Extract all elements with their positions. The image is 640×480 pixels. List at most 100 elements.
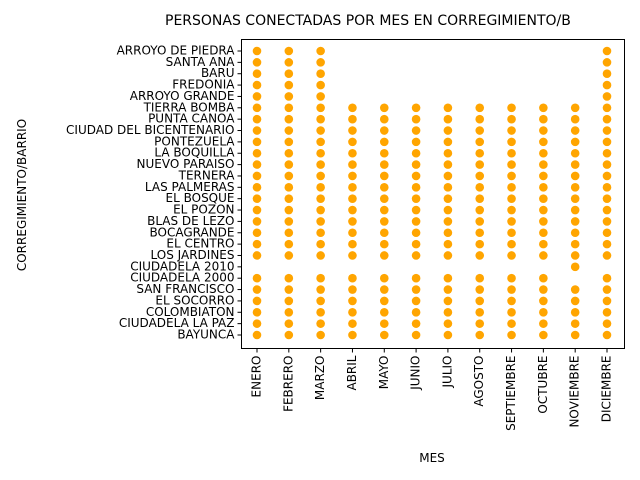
point: [539, 114, 548, 124]
point: [443, 307, 453, 317]
point: [379, 239, 389, 249]
point: [570, 160, 580, 169]
point: [316, 319, 325, 328]
y-tick-label: CIUDADELA 2010: [130, 259, 234, 273]
point: [602, 319, 612, 328]
point: [252, 239, 262, 249]
point: [252, 296, 262, 306]
point: [602, 217, 612, 226]
point: [507, 251, 516, 260]
point: [379, 205, 389, 215]
y-tick-label: SAN FRANCISCO: [136, 282, 234, 296]
y-tick-label: PONTEZUELA: [154, 134, 235, 148]
point: [539, 148, 548, 158]
y-tick-label: LA BOQUILLA: [154, 146, 235, 160]
y-tick-label: BAYUNCA: [177, 328, 235, 342]
point: [443, 319, 453, 328]
point: [284, 183, 294, 192]
point: [284, 103, 294, 113]
point: [348, 137, 357, 147]
point: [316, 92, 325, 101]
point: [348, 171, 357, 181]
point: [348, 296, 357, 306]
point: [411, 126, 421, 135]
point: [539, 160, 548, 169]
point: [539, 330, 548, 340]
point: [539, 103, 548, 113]
x-tick-label: ENERO: [250, 356, 264, 398]
point: [507, 239, 516, 249]
x-tick-label: NOVIEMBRE: [568, 356, 582, 428]
point: [252, 205, 262, 215]
point: [411, 103, 421, 113]
point: [284, 171, 294, 181]
point: [316, 80, 325, 90]
point: [348, 330, 357, 340]
point: [443, 205, 453, 215]
point: [252, 69, 262, 79]
point: [443, 103, 453, 113]
point: [316, 296, 325, 306]
point: [379, 114, 389, 124]
point: [602, 183, 612, 192]
point: [284, 273, 294, 283]
point: [602, 46, 612, 56]
point: [316, 239, 325, 249]
point: [411, 285, 421, 294]
point: [284, 296, 294, 306]
point: [411, 160, 421, 169]
point: [602, 239, 612, 249]
point: [475, 103, 485, 113]
point: [539, 296, 548, 306]
point: [348, 217, 357, 226]
point: [507, 126, 516, 135]
point: [602, 103, 612, 113]
point: [252, 285, 262, 294]
y-axis-label: CORREGIMIENTO/BARRIO: [15, 119, 29, 271]
point: [316, 285, 325, 294]
point: [570, 217, 580, 226]
point: [411, 205, 421, 215]
point: [316, 273, 325, 283]
point: [252, 251, 262, 260]
point: [316, 217, 325, 226]
point: [379, 285, 389, 294]
point: [284, 205, 294, 215]
point: [602, 58, 612, 67]
point: [475, 251, 485, 260]
point: [252, 183, 262, 192]
point: [443, 126, 453, 135]
point: [252, 330, 262, 340]
x-tick-label: DICIEMBRE: [600, 356, 614, 423]
point: [411, 183, 421, 192]
point: [252, 126, 262, 135]
point: [348, 148, 357, 158]
point: [507, 217, 516, 226]
point: [570, 148, 580, 158]
point: [570, 251, 580, 260]
point: [602, 148, 612, 158]
point: [284, 80, 294, 90]
point: [411, 194, 421, 203]
y-tick-label: EL POZON: [173, 203, 234, 217]
point: [539, 183, 548, 192]
point: [539, 228, 548, 238]
point: [475, 330, 485, 340]
point: [284, 307, 294, 317]
point: [316, 205, 325, 215]
point: [443, 114, 453, 124]
point: [348, 126, 357, 135]
point: [284, 319, 294, 328]
y-tick-label: SANTA ANA: [166, 55, 236, 69]
point: [348, 103, 357, 113]
point: [252, 319, 262, 328]
point: [379, 148, 389, 158]
point: [602, 228, 612, 238]
point: [411, 307, 421, 317]
point: [443, 171, 453, 181]
point: [411, 273, 421, 283]
point: [316, 251, 325, 260]
point: [379, 296, 389, 306]
point: [316, 103, 325, 113]
